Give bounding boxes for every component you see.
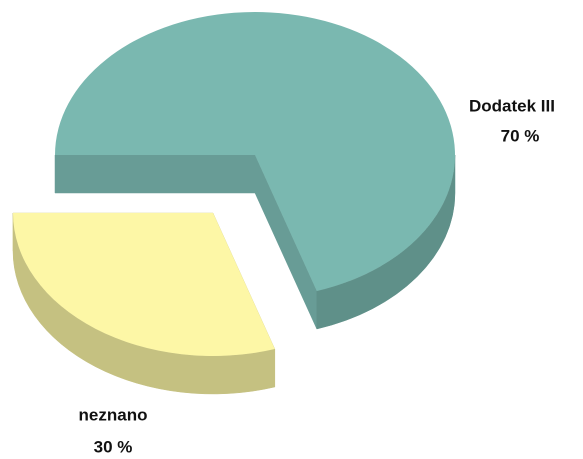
slice-label: Dodatek III <box>469 96 555 115</box>
value-label: 70 % <box>501 126 540 145</box>
slice-label: neznano <box>79 405 148 424</box>
slice-side <box>54 154 256 194</box>
slice <box>55 11 455 292</box>
value-label: 30 % <box>94 437 133 456</box>
slice <box>13 213 275 356</box>
